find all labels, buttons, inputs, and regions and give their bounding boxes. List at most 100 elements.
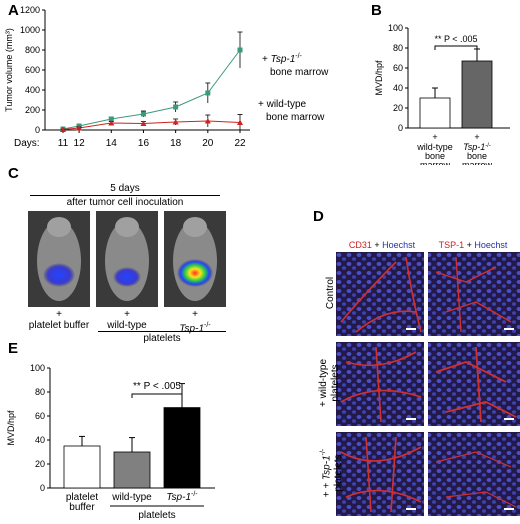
series-label-tsp-2: bone marrow bbox=[270, 67, 329, 78]
mouse-image-tsp1 bbox=[164, 211, 226, 307]
data-point bbox=[172, 119, 179, 125]
cat-label-line: marrow bbox=[420, 160, 451, 165]
tumor-volume-chart: 0 200 400 600 800 1000 1200 Tumor volume (mm³) D… bbox=[4, 5, 329, 149]
significance-label: ** P < .005 bbox=[434, 34, 477, 44]
y-tick-label: 200 bbox=[25, 105, 40, 115]
y-tick-label: 60 bbox=[393, 63, 403, 73]
panel-letter-b: B bbox=[371, 2, 382, 19]
cat-label-tsp: Tsp-1-/- bbox=[463, 142, 491, 152]
data-point bbox=[204, 118, 211, 124]
col-header-tsp1: TSP-1 + Hoechst bbox=[438, 240, 508, 250]
label-wild-type: + wild-type bbox=[107, 309, 147, 331]
cat-label-tsp: Tsp-1-/- bbox=[166, 491, 198, 503]
y-tick-label: 40 bbox=[35, 435, 45, 445]
cat-label-plus: + bbox=[432, 132, 437, 142]
panel-letter-d: D bbox=[313, 208, 324, 225]
y-tick-label: 100 bbox=[388, 23, 403, 33]
col-header-cd31: CD31 + Hoechst bbox=[348, 240, 416, 250]
series-line bbox=[62, 120, 241, 130]
y-tick-label: 80 bbox=[35, 387, 45, 397]
mouse-image-wild-type bbox=[96, 211, 158, 307]
data-point bbox=[140, 120, 147, 126]
y-tick-label: 400 bbox=[25, 85, 40, 95]
panel-c-title-1: 5 days bbox=[110, 183, 140, 194]
y-tick-label: 20 bbox=[393, 103, 403, 113]
data-point bbox=[76, 125, 83, 131]
data-point bbox=[173, 104, 179, 110]
significance-bracket bbox=[131, 393, 183, 398]
cat-label-line: wild-type bbox=[111, 492, 152, 503]
cat-label-plus: + bbox=[474, 132, 479, 142]
y-tick-label: 60 bbox=[35, 411, 45, 421]
x-tick-label: 22 bbox=[234, 138, 246, 149]
mouse-imaging-panel bbox=[28, 211, 226, 307]
bar bbox=[63, 445, 101, 489]
cat-label-line: wild-type bbox=[416, 142, 453, 152]
group-label: platelets bbox=[138, 510, 175, 521]
micrograph-wildtype-tsp1 bbox=[428, 342, 520, 426]
panel-c-header: 5 days after tumor cell inoculation bbox=[30, 183, 220, 208]
label-tsp1: + Tsp-1-/- bbox=[179, 309, 211, 335]
row-label-wild-type: + wild-type platelets bbox=[318, 358, 341, 408]
y-tick-label: 40 bbox=[393, 83, 403, 93]
micrograph-control-cd31 bbox=[336, 252, 424, 336]
y-axis-label: MVD/hpf bbox=[6, 410, 16, 446]
x-tick-label: 12 bbox=[74, 138, 86, 149]
micrograph-tsp1-cd31 bbox=[336, 432, 424, 516]
y-tick-label: 80 bbox=[393, 43, 403, 53]
bar bbox=[113, 451, 151, 489]
y-tick-label: 20 bbox=[35, 459, 45, 469]
x-tick-label: 18 bbox=[170, 138, 182, 149]
data-point bbox=[237, 47, 243, 53]
y-tick-label: 0 bbox=[40, 483, 45, 493]
significance-bracket bbox=[434, 45, 478, 50]
micrograph-control-tsp1 bbox=[428, 252, 520, 336]
bar bbox=[419, 97, 451, 129]
bar bbox=[163, 407, 201, 489]
micrograph-wildtype-cd31 bbox=[336, 342, 424, 426]
micrograph-tsp1-tsp1 bbox=[428, 432, 520, 516]
significance-label: ** P < .005 bbox=[133, 381, 181, 392]
panel-letter-a: A bbox=[8, 2, 19, 19]
data-point bbox=[237, 119, 243, 125]
y-axis-label: Tumor volume (mm³) bbox=[4, 28, 14, 112]
y-tick-label: 600 bbox=[25, 65, 40, 75]
y-tick-label: 0 bbox=[398, 123, 403, 133]
y-axis-label: MVD/hpf bbox=[374, 60, 384, 96]
series-label-tsp: + Tsp-1-/- bbox=[262, 53, 303, 65]
label-platelet-buffer: + platelet buffer bbox=[28, 309, 90, 331]
series-label-wt-2: bone marrow bbox=[266, 112, 325, 123]
panel-letter-c: C bbox=[8, 165, 19, 182]
y-tick-label: 0 bbox=[35, 125, 40, 135]
row-label-control: Control bbox=[325, 276, 336, 310]
panel-letter-e: E bbox=[8, 340, 19, 357]
x-tick-label: 16 bbox=[138, 138, 150, 149]
y-tick-label: 1000 bbox=[20, 25, 40, 35]
bar bbox=[461, 60, 493, 129]
x-tick-label: 14 bbox=[106, 138, 118, 149]
x-axis-prefix: Days: bbox=[14, 138, 40, 149]
y-tick-label: 800 bbox=[25, 45, 40, 55]
cat-label-line: platelet bbox=[66, 492, 98, 503]
panel-c-title-2: after tumor cell inoculation bbox=[30, 195, 220, 208]
x-tick-label: 20 bbox=[202, 138, 214, 149]
data-point bbox=[205, 90, 211, 96]
row-label-tsp1: + + Tsp-1-/- platelets bbox=[320, 448, 345, 498]
series-label-wt: + wild-type bbox=[258, 99, 307, 110]
micrograph-grid bbox=[336, 252, 520, 516]
cat-label-line: bone bbox=[467, 151, 487, 161]
data-point bbox=[60, 126, 66, 132]
mvd-platelets-chart: 0 20 40 60 80 100 MVD/hpf ** P < .005 plateletbu… bbox=[6, 363, 215, 521]
series-line bbox=[62, 49, 241, 130]
data-point bbox=[108, 120, 115, 126]
data-point bbox=[140, 111, 146, 117]
mouse-image-platelet-buffer bbox=[28, 211, 90, 307]
data-point bbox=[108, 116, 114, 122]
cat-label-line: bone bbox=[425, 151, 445, 161]
panel-c-group-platelets: platelets bbox=[98, 331, 226, 344]
y-tick-label: 1200 bbox=[20, 5, 40, 15]
cat-label-line: marrow bbox=[462, 160, 493, 165]
y-tick-label: 100 bbox=[30, 363, 45, 373]
cat-label-line: buffer bbox=[69, 502, 95, 513]
